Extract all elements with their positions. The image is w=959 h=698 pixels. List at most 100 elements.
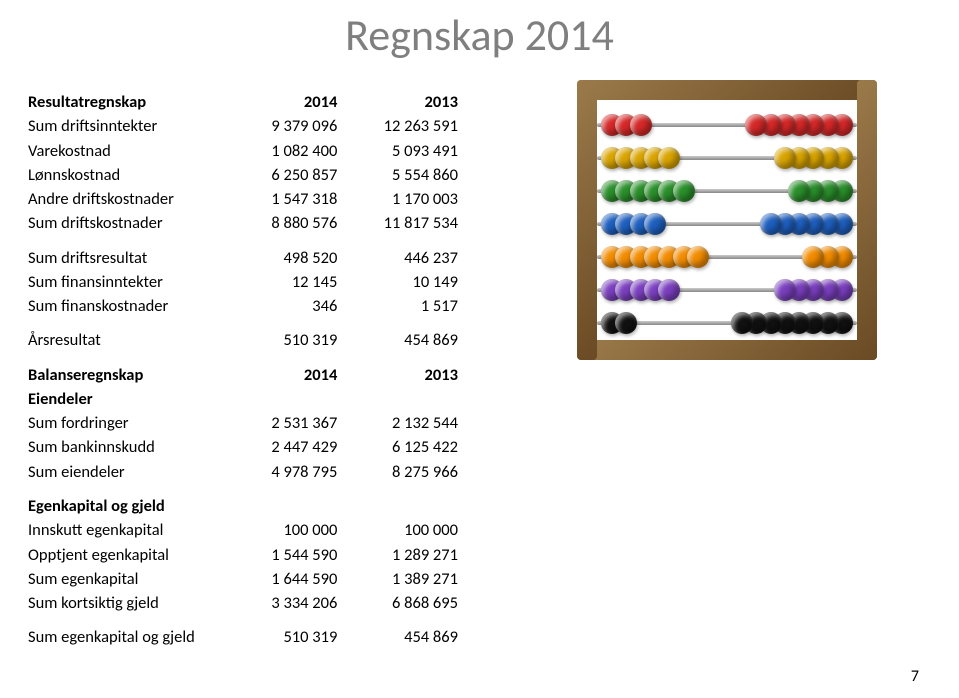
abacus-bead [673,180,695,202]
table-row: Sum egenkapital1 644 5901 389 271 [28,567,458,591]
row-value-2013: 5 554 860 [345,163,458,187]
abacus-bead [774,147,796,169]
row-value-2014: 2 447 429 [233,435,346,459]
row-value-2014: 510 319 [233,625,346,649]
row-value-2014: 9 379 096 [233,114,346,138]
row-label: Sum finanskostnader [28,294,233,318]
abacus-bead [774,279,796,301]
row-value-2013: 454 869 [345,328,458,352]
page-number: 7 [911,667,919,686]
row-label: Innskutt egenkapital [28,518,233,542]
row-value-2014: 2014 [233,90,346,114]
row-label: Sum fordringer [28,411,233,435]
row-label: Lønnskostnad [28,163,233,187]
row-value-2014: 1 082 400 [233,139,346,163]
table-row: Årsresultat510 319454 869 [28,328,458,352]
abacus-bead [760,213,782,235]
row-label: Resultatregnskap [28,90,233,114]
row-value-2013: 8 275 966 [345,460,458,484]
abacus-bead [687,246,709,268]
row-value-2014: 2 531 367 [233,411,346,435]
row-value-2013: 11 817 534 [345,211,458,235]
table-row: Sum eiendeler4 978 7958 275 966 [28,460,458,484]
row-value-2013: 1 289 271 [345,543,458,567]
table-row: Eiendeler [28,387,458,411]
row-value-2014: 4 978 795 [233,460,346,484]
table-row [28,615,458,625]
table-row: Sum finanskostnader3461 517 [28,294,458,318]
abacus-bead [658,147,680,169]
row-value-2014 [233,387,346,411]
row-value-2013: 5 093 491 [345,139,458,163]
row-value-2014 [233,494,346,518]
table-row: Sum driftskostnader8 880 57611 817 534 [28,211,458,235]
row-label: Årsresultat [28,328,233,352]
row-value-2014: 2014 [233,363,346,387]
abacus-bead [788,180,810,202]
row-label: Sum driftsinntekter [28,114,233,138]
table-row [28,353,458,363]
row-value-2014: 8 880 576 [233,211,346,235]
row-label: Eiendeler [28,387,233,411]
row-value-2014: 1 644 590 [233,567,346,591]
abacus-bead [731,312,753,334]
row-label: Sum eiendeler [28,460,233,484]
table-row: Sum fordringer2 531 3672 132 544 [28,411,458,435]
table-row: Sum egenkapital og gjeld510 319454 869 [28,625,458,649]
row-value-2013: 2013 [345,90,458,114]
row-value-2014: 510 319 [233,328,346,352]
row-label: Sum driftsresultat [28,246,233,270]
abacus-illustration [577,80,877,360]
row-label: Andre driftskostnader [28,187,233,211]
row-label: Sum egenkapital [28,567,233,591]
row-label: Varekostnad [28,139,233,163]
row-label: Opptjent egenkapital [28,543,233,567]
table-row: Sum bankinnskudd2 447 4296 125 422 [28,435,458,459]
abacus-frame [577,80,597,360]
row-value-2014: 100 000 [233,518,346,542]
abacus-bead [630,114,652,136]
table-row: Lønnskostnad6 250 8575 554 860 [28,163,458,187]
table-row: Innskutt egenkapital100 000100 000 [28,518,458,542]
row-value-2013: 2 132 544 [345,411,458,435]
row-value-2013 [345,387,458,411]
table-row: Resultatregnskap20142013 [28,90,458,114]
row-label: Egenkapital og gjeld [28,494,233,518]
abacus-bead [644,213,666,235]
abacus-frame [577,80,877,100]
row-value-2013: 100 000 [345,518,458,542]
abacus-bead [658,279,680,301]
abacus-frame [577,340,877,360]
row-value-2014: 3 334 206 [233,591,346,615]
row-label: Sum egenkapital og gjeld [28,625,233,649]
row-value-2014: 1 544 590 [233,543,346,567]
table-row [28,236,458,246]
row-value-2013: 10 149 [345,270,458,294]
row-value-2014: 498 520 [233,246,346,270]
abacus-bead [615,312,637,334]
abacus-frame [857,80,877,360]
row-label: Balanseregnskap [28,363,233,387]
table-row: Sum driftsresultat498 520446 237 [28,246,458,270]
row-value-2014: 346 [233,294,346,318]
table-row: Egenkapital og gjeld [28,494,458,518]
row-value-2013: 1 517 [345,294,458,318]
row-value-2013: 446 237 [345,246,458,270]
row-value-2013: 6 125 422 [345,435,458,459]
row-label: Sum finansinntekter [28,270,233,294]
row-value-2014: 12 145 [233,270,346,294]
row-value-2013: 6 868 695 [345,591,458,615]
row-label: Sum kortsiktig gjeld [28,591,233,615]
table-row: Andre driftskostnader1 547 3181 170 003 [28,187,458,211]
table-row: Balanseregnskap20142013 [28,363,458,387]
page-title: Regnskap 2014 [0,8,959,62]
report-table: Resultatregnskap20142013Sum driftsinntek… [28,90,458,650]
row-value-2013: 2013 [345,363,458,387]
table-row: Opptjent egenkapital1 544 5901 289 271 [28,543,458,567]
table-row: Sum driftsinntekter9 379 09612 263 591 [28,114,458,138]
table-row: Sum finansinntekter12 14510 149 [28,270,458,294]
row-value-2014: 6 250 857 [233,163,346,187]
row-label: Sum bankinnskudd [28,435,233,459]
row-value-2013: 12 263 591 [345,114,458,138]
row-value-2013 [345,494,458,518]
